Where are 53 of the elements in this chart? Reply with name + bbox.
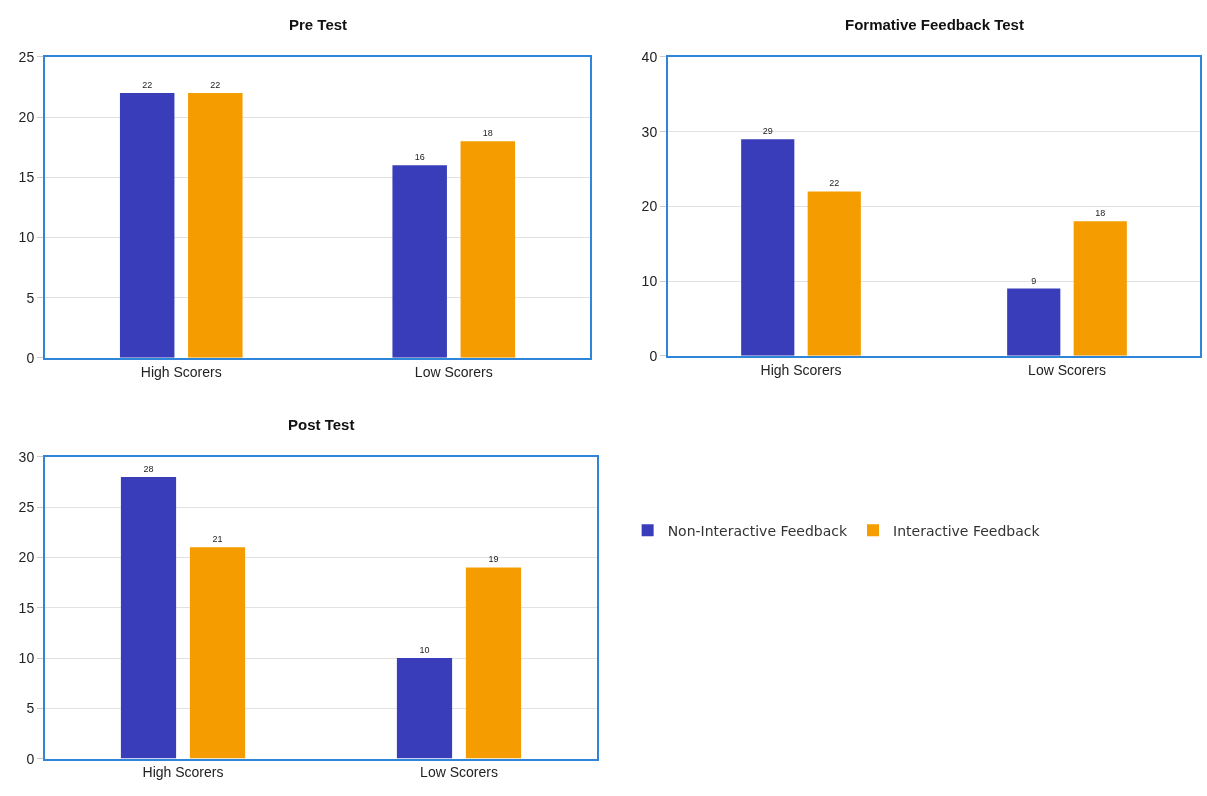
data-label: 28 bbox=[143, 463, 154, 474]
y-tick-label: 0 bbox=[649, 347, 658, 364]
x-tick-label: Low Scorers bbox=[414, 363, 493, 380]
data-label: 18 bbox=[482, 128, 493, 139]
bar bbox=[1073, 221, 1127, 356]
legend-label: Interactive Feedback bbox=[893, 522, 1041, 539]
y-tick-label: 10 bbox=[18, 229, 35, 246]
data-label: 22 bbox=[142, 80, 153, 91]
data-label: 19 bbox=[488, 554, 499, 565]
y-tick-label: 30 bbox=[641, 123, 658, 140]
bar bbox=[741, 139, 795, 356]
bar bbox=[460, 141, 516, 358]
data-label: 21 bbox=[212, 534, 223, 545]
bar bbox=[120, 476, 177, 759]
legend-label: Non-Interactive Feedback bbox=[667, 522, 849, 539]
x-tick-label: Low Scorers bbox=[420, 764, 498, 781]
y-tick-label: 40 bbox=[641, 48, 658, 65]
y-tick-label: 15 bbox=[18, 599, 35, 616]
data-label: 29 bbox=[762, 126, 773, 137]
y-tick-label: 15 bbox=[18, 169, 35, 186]
bar bbox=[189, 547, 246, 759]
y-tick-label: 10 bbox=[641, 273, 658, 290]
data-label: 22 bbox=[829, 178, 840, 189]
y-tick-label: 10 bbox=[18, 649, 35, 666]
bar bbox=[119, 93, 175, 358]
data-label: 22 bbox=[210, 80, 221, 91]
x-tick-label: High Scorers bbox=[140, 363, 222, 380]
y-tick-label: 0 bbox=[26, 750, 35, 767]
data-label: 16 bbox=[414, 152, 425, 163]
x-tick-label: High Scorers bbox=[142, 764, 224, 781]
chart-title: Pre Test bbox=[289, 16, 348, 33]
x-tick-label: Low Scorers bbox=[1028, 361, 1106, 378]
y-tick-label: 5 bbox=[26, 289, 35, 306]
chart-title: Post Test bbox=[288, 416, 355, 433]
y-tick-label: 20 bbox=[18, 549, 35, 566]
data-label: 10 bbox=[419, 645, 430, 655]
y-tick-label: 20 bbox=[641, 198, 658, 215]
bar bbox=[188, 93, 243, 358]
data-label: 9 bbox=[1031, 275, 1037, 286]
bar bbox=[807, 191, 861, 356]
data-label: 18 bbox=[1095, 208, 1106, 219]
bar bbox=[465, 567, 522, 759]
bar bbox=[392, 165, 447, 358]
chart-title: Formative Feedback Test bbox=[845, 16, 1024, 33]
x-tick-label: High Scorers bbox=[760, 361, 842, 378]
y-tick-label: 25 bbox=[18, 48, 35, 65]
y-tick-label: 30 bbox=[18, 448, 35, 465]
y-tick-label: 20 bbox=[18, 109, 35, 126]
y-tick-label: 5 bbox=[26, 700, 35, 717]
bar bbox=[1007, 288, 1061, 356]
y-tick-label: 0 bbox=[26, 349, 35, 366]
y-tick-label: 25 bbox=[18, 498, 35, 515]
bar bbox=[396, 658, 453, 759]
